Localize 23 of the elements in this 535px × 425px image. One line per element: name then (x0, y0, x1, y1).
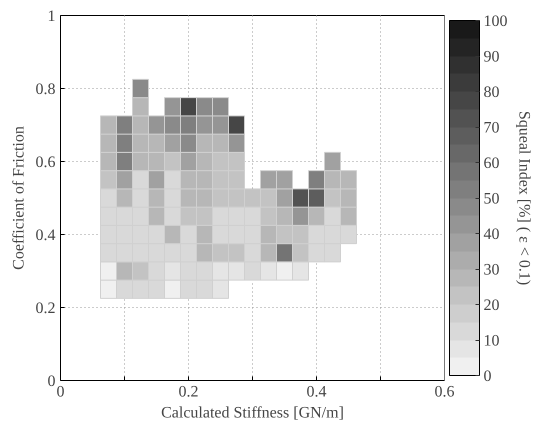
y-tick-label: 0.2 (36, 300, 56, 317)
color-bar-label: 10 (484, 332, 500, 350)
color-bar-label: 40 (484, 226, 500, 243)
y-tick-label: 0 (48, 373, 56, 390)
y-tick-label: 0.6 (36, 154, 56, 171)
x-axis-title: Calculated Stiffness [GN/m] (161, 404, 344, 422)
x-tick-label: 0.2 (178, 384, 198, 400)
color-bar-label: 30 (484, 262, 500, 278)
color-bar-label: 60 (484, 155, 500, 172)
y-tick-label: 1 (48, 8, 56, 25)
color-bar-label: 0 (484, 368, 492, 385)
color-bar-label: 50 (484, 190, 500, 208)
y-axis-title: Coefficient of Friction (10, 126, 28, 270)
color-bar-label: 90 (484, 48, 500, 66)
color-bar-title: Squeal Index [%] ( ε < 0.1) (516, 110, 532, 286)
color-bar-label: 80 (484, 84, 500, 101)
x-tick-label: 0.4 (306, 384, 326, 400)
y-tick-label: 0.4 (36, 227, 56, 244)
y-tick-label: 0.8 (36, 81, 56, 98)
color-bar-label: 20 (484, 297, 500, 314)
color-bar-label: 70 (484, 120, 500, 136)
color-bar-label: 100 (484, 13, 508, 30)
x-tick-label: 0.6 (434, 384, 454, 400)
